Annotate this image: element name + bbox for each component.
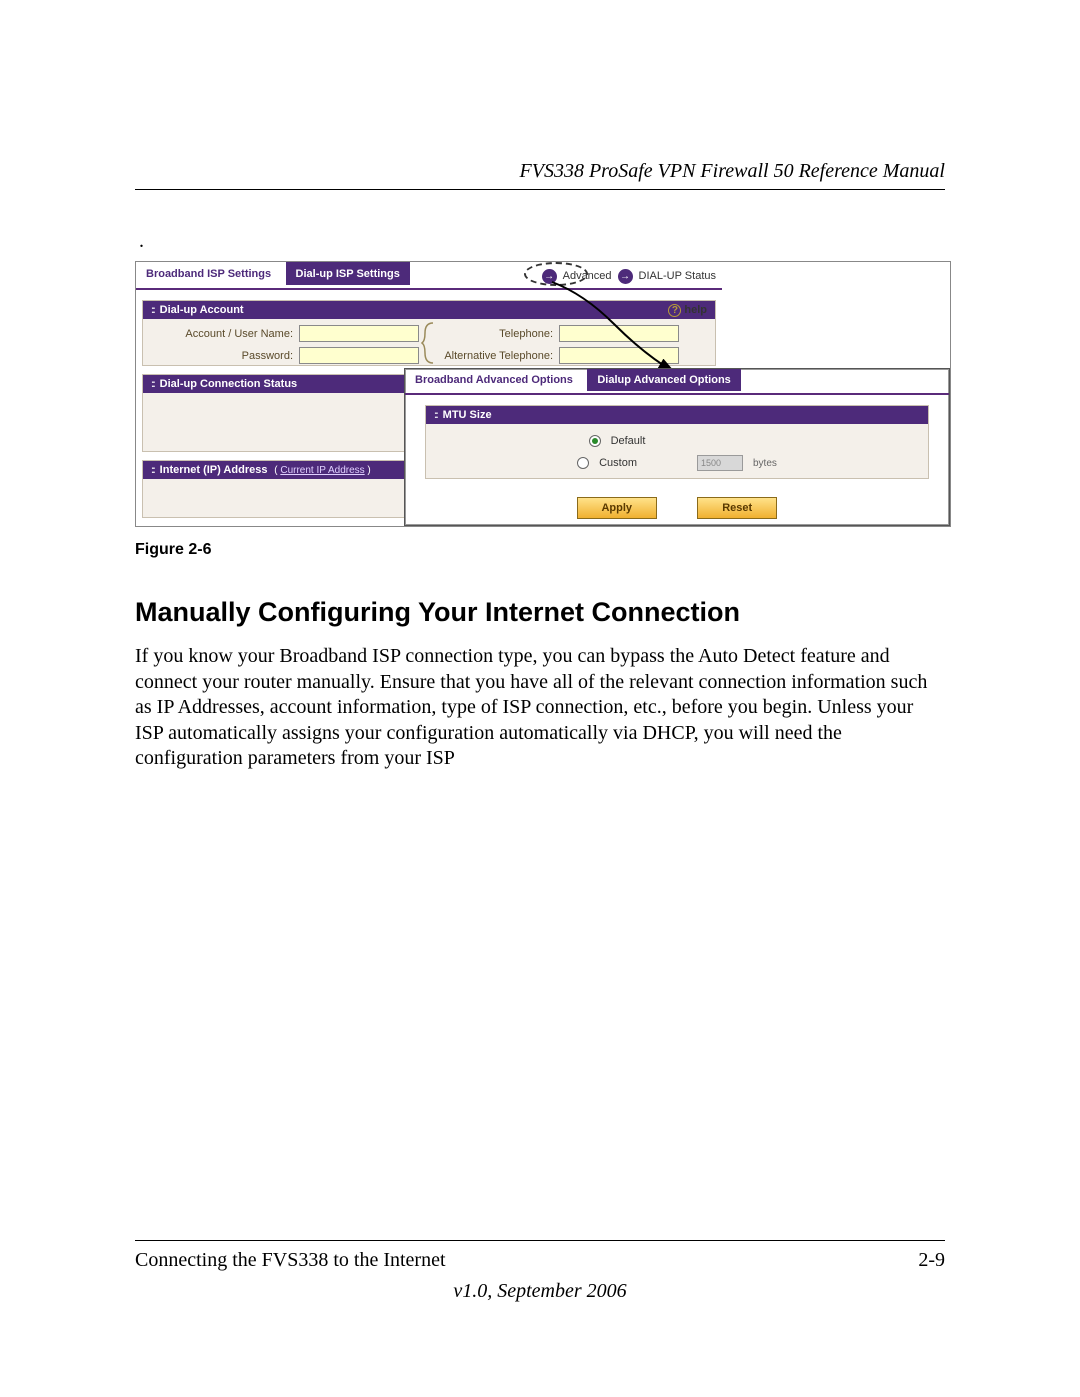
- password-input[interactable]: [299, 347, 419, 364]
- section-mtu-header: MTU Size: [426, 406, 928, 424]
- tab-broadband-isp[interactable]: Broadband ISP Settings: [136, 262, 281, 285]
- bytes-label: bytes: [753, 458, 777, 469]
- account-label: Account / User Name:: [143, 328, 293, 340]
- arrow-icon[interactable]: →: [542, 269, 557, 284]
- mtu-custom-label: Custom: [599, 457, 637, 469]
- figure-screenshot: Broadband ISP Settings Dial-up ISP Setti…: [135, 261, 951, 527]
- current-ip-link[interactable]: Current IP Address: [280, 465, 364, 476]
- footer-page-number: 2-9: [918, 1249, 945, 1272]
- section-dialup-account: Dial-up Account ?help Account / User Nam…: [142, 300, 716, 366]
- password-label: Password:: [143, 350, 293, 362]
- arrow-icon[interactable]: →: [618, 269, 633, 284]
- account-input[interactable]: [299, 325, 419, 342]
- overlay-panel: Broadband Advanced Options Dialup Advanc…: [404, 368, 950, 526]
- top-links: → Advanced → DIAL-UP Status: [542, 262, 716, 290]
- dialup-status-link[interactable]: DIAL-UP Status: [639, 270, 716, 282]
- help-link[interactable]: ?help: [668, 304, 707, 317]
- section-title: Dial-up Connection Status: [160, 378, 298, 390]
- brace-icon: [421, 321, 437, 365]
- section-dialup-account-header: Dial-up Account ?help: [143, 301, 715, 319]
- page-header-title: FVS338 ProSafe VPN Firewall 50 Reference…: [135, 160, 945, 190]
- mtu-default-label: Default: [611, 435, 646, 447]
- body-paragraph: If you know your Broadband ISP connectio…: [135, 644, 945, 772]
- apply-button[interactable]: Apply: [577, 497, 657, 519]
- footer-version: v1.0, September 2006: [135, 1280, 945, 1303]
- help-icon: ?: [668, 304, 681, 317]
- mtu-custom-radio[interactable]: [577, 457, 589, 469]
- help-label: help: [684, 304, 707, 316]
- mtu-default-radio[interactable]: [589, 435, 601, 447]
- section-mtu: MTU Size Default Custom 1500 bytes: [425, 405, 929, 479]
- overlay-tabs: Broadband Advanced Options Dialup Advanc…: [405, 369, 949, 395]
- tab-dialup-adv[interactable]: Dialup Advanced Options: [587, 369, 740, 391]
- footer-chapter: Connecting the FVS338 to the Internet: [135, 1249, 446, 1272]
- section-title: Internet (IP) Address: [160, 464, 268, 476]
- advanced-link[interactable]: Advanced: [563, 270, 612, 282]
- telephone-input[interactable]: [559, 325, 679, 342]
- overlay-button-row: Apply Reset: [405, 497, 949, 519]
- stray-dot: .: [139, 230, 945, 253]
- telephone-label: Telephone:: [433, 328, 553, 340]
- mtu-custom-input[interactable]: 1500: [697, 455, 743, 471]
- reset-button[interactable]: Reset: [697, 497, 777, 519]
- figure-caption: Figure 2-6: [135, 541, 945, 559]
- section-heading: Manually Configuring Your Internet Conne…: [135, 597, 945, 628]
- section-title: Dial-up Account: [160, 304, 244, 316]
- main-tabs-row: Broadband ISP Settings Dial-up ISP Setti…: [136, 262, 722, 290]
- page-footer: Connecting the FVS338 to the Internet 2-…: [135, 1240, 945, 1303]
- alt-telephone-label: Alternative Telephone:: [433, 350, 553, 362]
- tab-dialup-isp[interactable]: Dial-up ISP Settings: [286, 262, 410, 285]
- tab-broadband-adv[interactable]: Broadband Advanced Options: [405, 369, 583, 391]
- section-title: MTU Size: [443, 409, 492, 421]
- alt-telephone-input[interactable]: [559, 347, 679, 364]
